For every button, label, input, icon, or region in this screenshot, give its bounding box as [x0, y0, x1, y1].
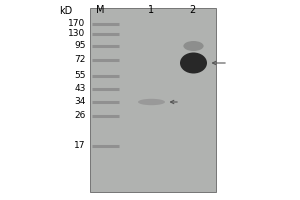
Bar	[90, 8, 216, 192]
Text: 2: 2	[189, 5, 195, 15]
Text: M: M	[96, 5, 105, 15]
Text: 130: 130	[68, 29, 86, 38]
Text: 95: 95	[74, 42, 85, 50]
Text: 55: 55	[74, 72, 85, 80]
Ellipse shape	[138, 99, 165, 105]
Text: 17: 17	[74, 142, 85, 150]
Text: 34: 34	[74, 98, 85, 106]
Text: 1: 1	[148, 5, 154, 15]
Ellipse shape	[180, 52, 207, 73]
Text: 72: 72	[74, 55, 85, 64]
Text: 26: 26	[74, 112, 85, 120]
Text: 170: 170	[68, 20, 86, 28]
Text: 43: 43	[74, 84, 85, 93]
Ellipse shape	[183, 41, 204, 51]
Text: kD: kD	[59, 6, 73, 16]
